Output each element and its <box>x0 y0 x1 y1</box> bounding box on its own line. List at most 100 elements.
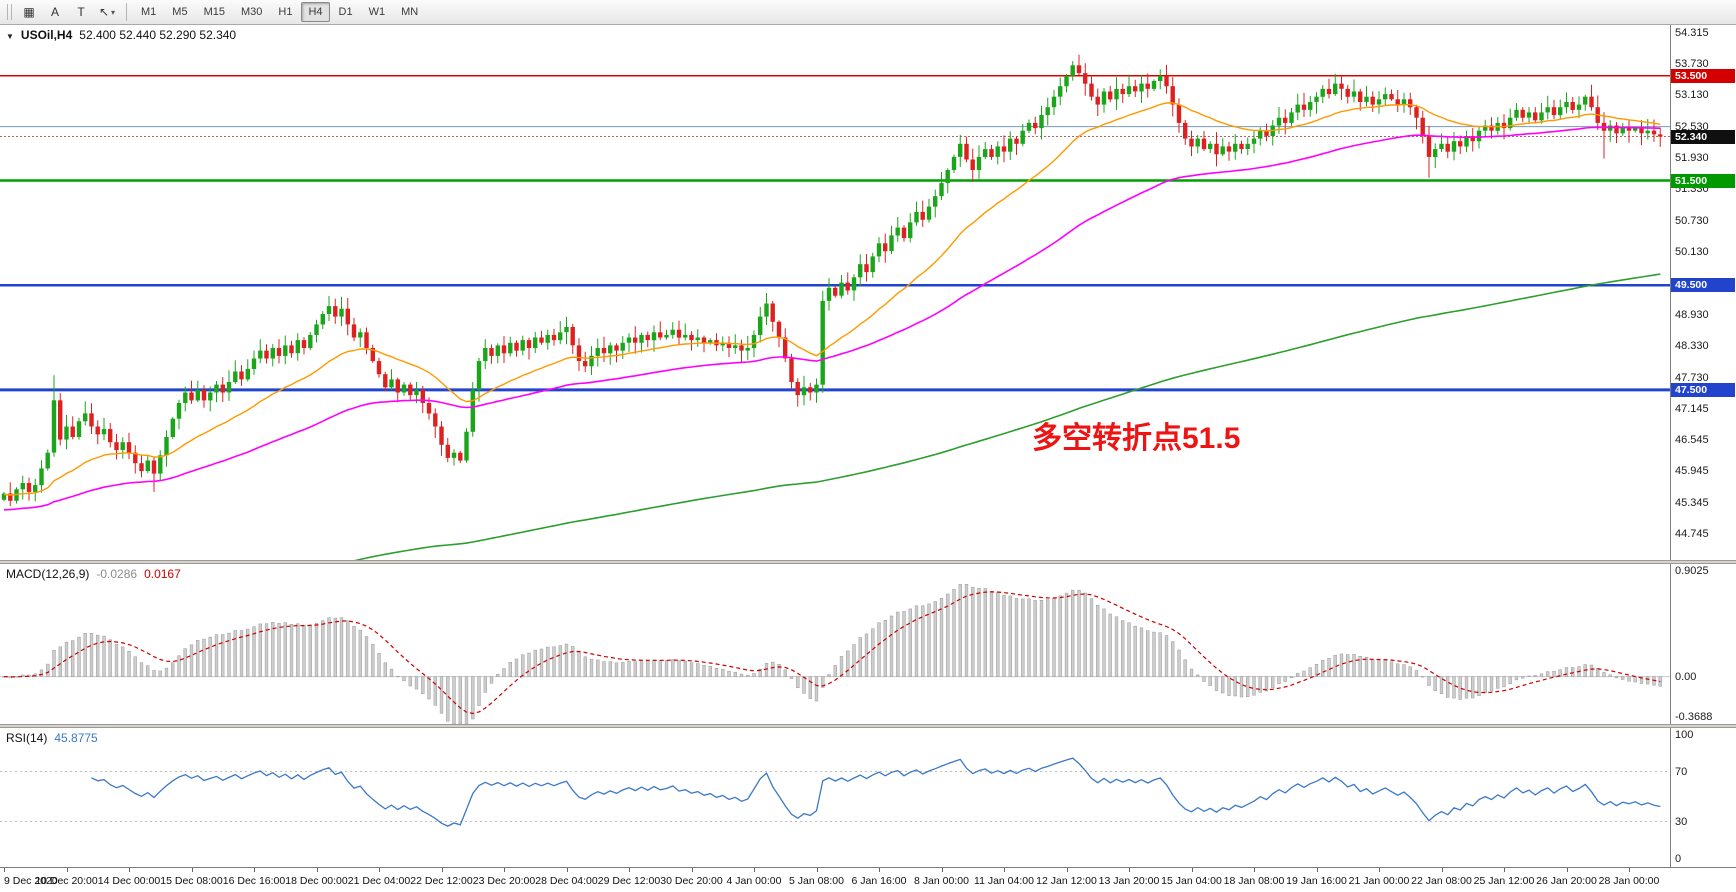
time-label: 15 Jan 04:00 <box>1161 875 1222 887</box>
timeframe-button-H4[interactable]: H4 <box>301 2 330 22</box>
ohlc-values: 52.400 52.440 52.290 52.340 <box>79 28 237 42</box>
toolbar-annotation-text-button[interactable]: A <box>43 2 67 23</box>
time-label: 26 Jan 20:00 <box>1536 875 1597 887</box>
price-tick: 47.730 <box>1675 371 1709 384</box>
drawing-tool-icon: ↖ <box>98 5 110 19</box>
toolbar-drawing-tool-button[interactable]: ↖ ▾ <box>95 2 119 23</box>
time-tick-mark <box>1379 868 1380 872</box>
time-label: 8 Jan 00:00 <box>914 875 969 887</box>
time-label: 9 Dec 2020 <box>4 875 58 887</box>
ma-slow-line[interactable] <box>285 273 1661 560</box>
price-tick: 53.130 <box>1675 89 1709 102</box>
timeframe-button-M15[interactable]: M15 <box>203 6 225 18</box>
timeframe-button-W1[interactable]: W1 <box>368 6 386 18</box>
toolbar-handle[interactable] <box>7 4 12 20</box>
rsi-chart <box>0 757 1670 827</box>
time-label: 19 Jan 16:00 <box>1286 875 1347 887</box>
main-chart-row: ▼ USOil,H4 52.400 52.440 52.290 52.340 多… <box>0 25 1736 560</box>
time-label: 16 Dec 16:00 <box>222 875 286 887</box>
rsi-tick: 0 <box>1675 853 1682 865</box>
symbol-label: USOil,H4 <box>20 28 73 42</box>
price-badge-47.500: 47.500 <box>1671 382 1735 397</box>
time-label: 22 Dec 12:00 <box>410 875 473 887</box>
time-label: 6 Jan 16:00 <box>851 875 907 887</box>
price-tick: 44.745 <box>1675 528 1709 541</box>
timeframe-button-M30[interactable]: M30 <box>240 6 263 18</box>
timeframe-button-D1[interactable]: D1 <box>338 6 353 18</box>
annotation-text-icon: A <box>50 5 59 19</box>
time-tick-mark <box>504 868 505 872</box>
rsi-plot[interactable]: RSI(14) 45.8775 <box>0 728 1670 867</box>
time-tick-mark <box>879 868 880 872</box>
macd-tick: 0.9025 <box>1675 565 1709 577</box>
horizontal-lines-layer[interactable] <box>0 75 1670 392</box>
ma-mid-line[interactable] <box>3 126 1661 511</box>
time-label: 23 Dec 20:00 <box>472 875 536 887</box>
chinese-annotation[interactable]: 多空转折点51.5 <box>1032 422 1241 455</box>
time-label: 25 Jan 12:00 <box>1473 875 1535 887</box>
time-axis[interactable]: 9 Dec 2020 10 Dec 20:00 14 Dec 00:00 15 Dec… <box>0 867 1736 892</box>
price-tick: 50.730 <box>1675 214 1709 227</box>
macd-plot[interactable]: MACD(12,26,9) -0.0286 0.0167 <box>0 564 1670 724</box>
time-tick-mark <box>1629 868 1630 872</box>
price-badge-52.340: 52.340 <box>1671 129 1735 144</box>
time-tick-mark <box>754 868 755 872</box>
time-tick-mark <box>629 868 630 872</box>
time-label: 21 Jan 00:00 <box>1348 875 1410 887</box>
timeframe-button-MN[interactable]: MN <box>401 6 419 18</box>
symbol-header: ▼ USOil,H4 52.400 52.440 52.290 52.340 <box>6 28 236 42</box>
time-tick-mark <box>566 868 568 872</box>
time-label: 29 Dec 12:00 <box>597 875 661 887</box>
price-tick: 50.130 <box>1675 246 1709 259</box>
candles-layer <box>1 54 1663 507</box>
dropdown-caret-icon: ▾ <box>111 7 116 17</box>
timeframe-button-M1[interactable]: M1 <box>141 6 157 18</box>
macd-header: MACD(12,26,9) -0.0286 0.0167 <box>6 567 181 581</box>
toolbar-grid-toggle-button[interactable]: ▦ <box>17 2 41 23</box>
price-axis[interactable]: 54.315 53.730 53.130 52.530 51.930 51.330 50.7… <box>1670 25 1735 560</box>
text-tool-icon: T <box>77 5 85 19</box>
time-label: 30 Dec 20:00 <box>660 875 723 887</box>
time-tick-mark <box>1254 868 1255 872</box>
price-tick: 53.730 <box>1675 57 1709 70</box>
time-tick-mark <box>191 868 193 872</box>
time-tick-mark <box>254 868 255 872</box>
time-label: 14 Dec 00:00 <box>97 875 161 887</box>
time-tick-mark <box>441 868 443 872</box>
timeframe-button-M5[interactable]: M5 <box>172 6 188 18</box>
toolbar-button-group: ▦ A T ↖ ▾ <box>16 2 120 23</box>
time-tick-mark <box>4 868 5 872</box>
time-tick-mark <box>1066 868 1068 872</box>
rsi-tick: 100 <box>1675 729 1694 741</box>
time-label: 28 Jan 00:00 <box>1598 875 1660 887</box>
time-tick-mark <box>691 868 693 872</box>
ma-fast-line[interactable] <box>3 102 1661 496</box>
time-label: 18 Dec 00:00 <box>285 875 348 887</box>
candlestick-chart <box>0 54 1670 560</box>
price-tick: 54.315 <box>1675 27 1709 40</box>
main-chart-plot[interactable]: ▼ USOil,H4 52.400 52.440 52.290 52.340 多… <box>0 25 1670 560</box>
toolbar-text-tool-button[interactable]: T <box>69 2 93 23</box>
price-tick: 48.930 <box>1675 309 1709 321</box>
macd-row: MACD(12,26,9) -0.0286 0.0167 0.9025 0.00 -… <box>0 564 1736 724</box>
price-tick: 45.945 <box>1675 465 1709 478</box>
time-label: 5 Jan 08:00 <box>789 875 844 887</box>
price-tick: 51.930 <box>1675 152 1709 164</box>
time-label: 12 Jan 12:00 <box>1036 875 1097 887</box>
panel-splitter[interactable] <box>0 560 1736 564</box>
time-label: 15 Dec 08:00 <box>160 875 223 887</box>
collapse-triangle-icon[interactable]: ▼ <box>6 32 14 41</box>
time-tick-mark <box>941 868 943 872</box>
rsi-axis: 100 70 30 0 <box>1670 728 1735 867</box>
panel-splitter[interactable] <box>0 724 1736 728</box>
time-tick-mark <box>816 868 818 872</box>
toolbar-separator <box>126 3 127 21</box>
timeframe-button-H1[interactable]: H1 <box>278 6 293 18</box>
time-tick-mark <box>1441 868 1443 872</box>
time-tick-mark <box>1004 868 1005 872</box>
time-tick-mark <box>316 868 318 872</box>
time-tick-mark <box>66 868 68 872</box>
macd-signal-value: 0.0167 <box>144 567 181 581</box>
time-label: 13 Jan 20:00 <box>1098 875 1160 887</box>
